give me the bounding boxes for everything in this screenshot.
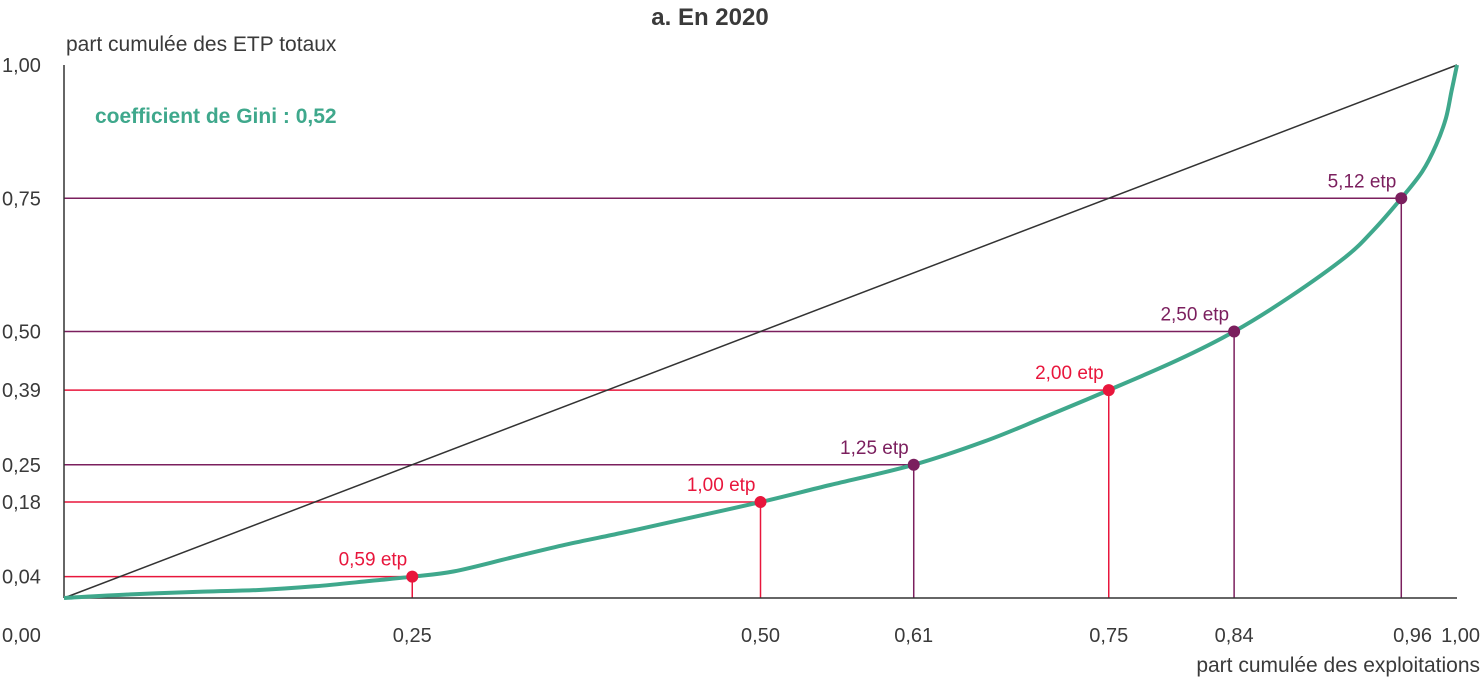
x-tick-label: 0,61 [894, 625, 933, 647]
x-tick-label: 0,75 [1089, 625, 1128, 647]
y-tick-label: 0,18 [2, 492, 41, 514]
markers: 0,59 etp 1,00 etp 1,25 etp 2,00 etp 2,50 etp… [339, 171, 1408, 583]
marker-label: 1,25 etp [840, 438, 909, 459]
y-tick-label: 0,50 [2, 322, 41, 344]
y-tick-label: 1,00 [2, 55, 41, 77]
x-tick-label: 0,25 [393, 625, 432, 647]
x-axis-label: part cumulée des exploitations [1196, 654, 1480, 677]
x-tick-label: 0,96 [1393, 625, 1432, 647]
guide-lines [64, 197, 1403, 598]
x-tick-labels: 0,25 0,50 0,61 0,75 0,84 0,96 1,00 [393, 625, 1480, 647]
x-tick-label: 0,50 [741, 625, 780, 647]
y-tick-label: 0,04 [2, 567, 41, 589]
marker-point [1102, 384, 1115, 397]
y-tick-labels: 0,00 0,04 0,18 0,25 0,39 0,50 0,75 1,00 [2, 55, 41, 647]
y-tick-label: 0,25 [2, 455, 41, 477]
y-axis-label: part cumulée des ETP totaux [66, 33, 337, 56]
marker-label: 2,00 etp [1035, 363, 1104, 384]
marker-label: 5,12 etp [1328, 171, 1397, 192]
x-tick-label: 1,00 [1441, 625, 1480, 647]
marker-label: 2,50 etp [1160, 305, 1229, 326]
marker-point [406, 570, 419, 583]
y-tick-label: 0,39 [2, 380, 41, 402]
gini-annotation: coefficient de Gini : 0,52 [95, 105, 337, 128]
marker-label: 1,00 etp [687, 475, 756, 496]
marker-label: 0,59 etp [339, 550, 408, 571]
y-tick-label: 0,75 [2, 188, 41, 210]
x-tick-label: 0,84 [1215, 625, 1254, 647]
marker-point [1395, 192, 1408, 205]
marker-point [907, 458, 920, 471]
y-tick-label: 0,00 [2, 625, 41, 647]
marker-point [1228, 325, 1241, 338]
equality-line [63, 64, 1458, 599]
chart-title: a. En 2020 [651, 4, 768, 31]
marker-point [754, 496, 767, 509]
